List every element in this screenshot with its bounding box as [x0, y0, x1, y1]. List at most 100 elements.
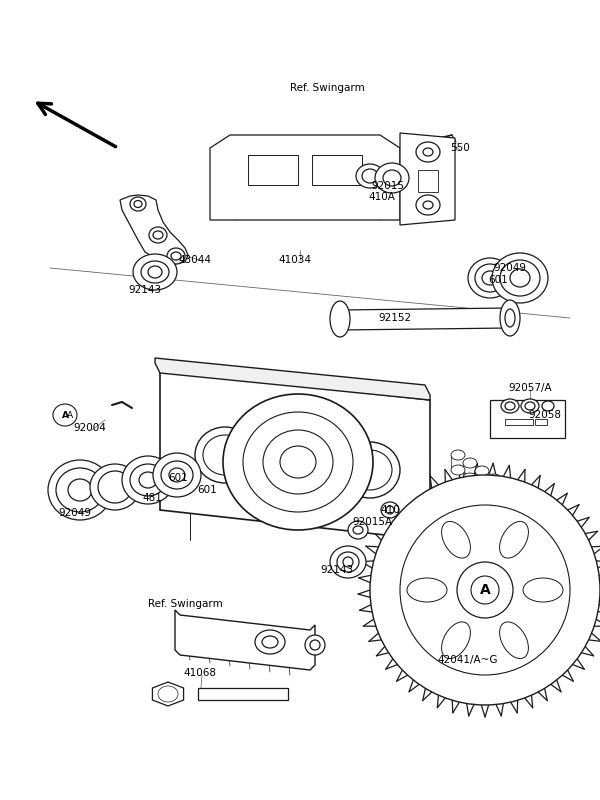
Ellipse shape: [149, 227, 167, 243]
Text: 92143: 92143: [320, 565, 353, 575]
Ellipse shape: [130, 197, 146, 211]
Ellipse shape: [510, 269, 530, 287]
Ellipse shape: [305, 635, 325, 655]
Ellipse shape: [53, 404, 77, 426]
Ellipse shape: [141, 261, 169, 283]
Ellipse shape: [547, 514, 561, 524]
Text: 43044: 43044: [179, 255, 212, 265]
Ellipse shape: [383, 170, 401, 186]
Bar: [248, 155, 298, 185]
Polygon shape: [160, 370, 430, 540]
Ellipse shape: [90, 464, 140, 510]
Ellipse shape: [511, 505, 525, 515]
Ellipse shape: [475, 466, 489, 476]
Text: 92049: 92049: [59, 508, 91, 518]
Text: 410A: 410A: [368, 192, 395, 202]
Ellipse shape: [340, 442, 400, 498]
Ellipse shape: [386, 506, 394, 514]
Ellipse shape: [451, 465, 465, 475]
Text: Ref. Swingarm: Ref. Swingarm: [290, 83, 365, 93]
Ellipse shape: [463, 473, 477, 483]
Ellipse shape: [148, 266, 162, 278]
Ellipse shape: [195, 427, 255, 483]
Text: 92057/A: 92057/A: [508, 383, 552, 393]
Ellipse shape: [492, 253, 548, 303]
Ellipse shape: [500, 260, 540, 296]
Ellipse shape: [400, 505, 570, 675]
Text: 481: 481: [142, 493, 162, 503]
Ellipse shape: [407, 578, 447, 602]
Text: A: A: [67, 410, 73, 419]
Ellipse shape: [500, 522, 529, 558]
Ellipse shape: [223, 394, 373, 530]
Ellipse shape: [375, 163, 409, 193]
Ellipse shape: [134, 201, 142, 207]
Ellipse shape: [499, 497, 513, 507]
Polygon shape: [155, 358, 430, 400]
Ellipse shape: [153, 231, 163, 239]
Ellipse shape: [471, 576, 499, 604]
Bar: [198, 688, 288, 700]
Ellipse shape: [487, 474, 501, 484]
Ellipse shape: [203, 435, 247, 475]
Ellipse shape: [243, 412, 353, 512]
Text: A: A: [62, 410, 68, 419]
Ellipse shape: [475, 481, 489, 491]
Ellipse shape: [348, 521, 368, 539]
Ellipse shape: [280, 446, 316, 478]
Ellipse shape: [139, 472, 157, 488]
Ellipse shape: [161, 461, 193, 489]
Bar: [312, 155, 362, 185]
Ellipse shape: [500, 300, 520, 336]
Ellipse shape: [511, 490, 525, 500]
Bar: [490, 400, 565, 438]
Polygon shape: [120, 195, 188, 264]
Ellipse shape: [263, 430, 333, 494]
Ellipse shape: [310, 640, 320, 650]
Ellipse shape: [523, 578, 563, 602]
Text: 601: 601: [197, 485, 217, 495]
Ellipse shape: [337, 552, 359, 572]
Ellipse shape: [353, 526, 363, 534]
Ellipse shape: [547, 529, 561, 539]
Ellipse shape: [463, 458, 477, 468]
Ellipse shape: [500, 622, 529, 658]
Ellipse shape: [559, 522, 573, 532]
Ellipse shape: [468, 258, 512, 298]
Ellipse shape: [169, 468, 185, 482]
Text: 92058: 92058: [529, 410, 562, 420]
Text: Ref. Swingarm: Ref. Swingarm: [148, 599, 223, 609]
Ellipse shape: [255, 630, 285, 654]
Ellipse shape: [48, 460, 112, 520]
Ellipse shape: [158, 686, 178, 702]
Ellipse shape: [122, 456, 174, 504]
Ellipse shape: [381, 502, 399, 518]
Ellipse shape: [348, 450, 392, 490]
Ellipse shape: [416, 195, 440, 215]
Text: van
Steenbergen: van Steenbergen: [249, 426, 371, 494]
Text: 92015: 92015: [371, 181, 404, 191]
Ellipse shape: [542, 401, 554, 411]
Ellipse shape: [330, 546, 366, 578]
Bar: [505, 419, 533, 425]
Ellipse shape: [362, 169, 378, 183]
Ellipse shape: [505, 402, 515, 410]
Ellipse shape: [525, 402, 535, 410]
Polygon shape: [400, 133, 455, 225]
Ellipse shape: [343, 557, 353, 567]
Text: A: A: [479, 583, 490, 597]
Ellipse shape: [330, 301, 350, 337]
Text: 92143: 92143: [128, 285, 161, 295]
Text: 41068: 41068: [184, 668, 217, 678]
Ellipse shape: [416, 142, 440, 162]
Ellipse shape: [56, 468, 104, 512]
Ellipse shape: [523, 513, 537, 523]
Polygon shape: [210, 135, 400, 220]
Ellipse shape: [535, 521, 549, 531]
Ellipse shape: [521, 399, 539, 413]
Text: 92152: 92152: [379, 313, 412, 323]
Polygon shape: [152, 682, 184, 706]
Ellipse shape: [482, 271, 498, 285]
Ellipse shape: [423, 201, 433, 209]
Polygon shape: [175, 610, 315, 670]
